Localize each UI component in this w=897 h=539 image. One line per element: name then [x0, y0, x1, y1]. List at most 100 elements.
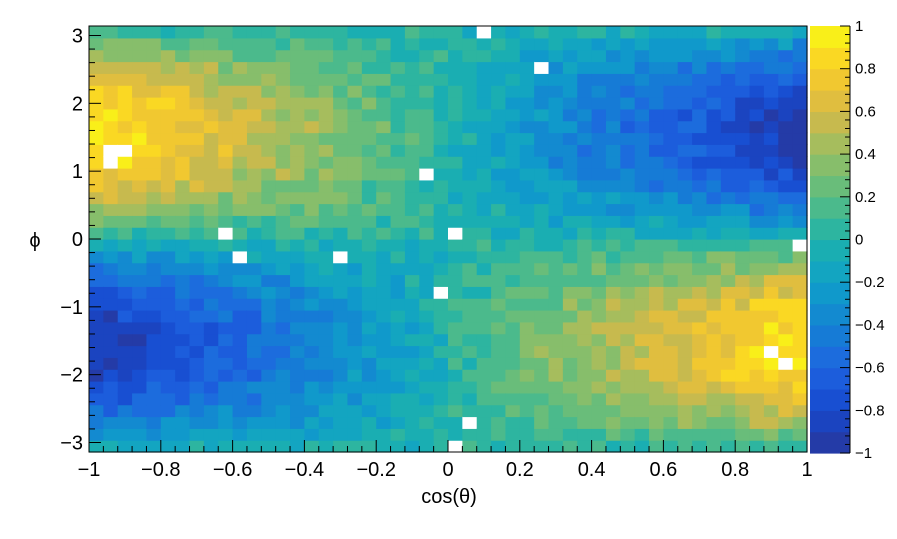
heatmap-cell [246, 215, 262, 228]
heatmap-cell [462, 73, 478, 86]
heatmap-cell [189, 215, 205, 228]
heatmap-cell [778, 298, 794, 311]
heatmap-cell [462, 156, 478, 169]
heatmap-cell [462, 416, 478, 429]
heatmap-cell [577, 97, 593, 110]
heatmap-cell [232, 227, 248, 240]
heatmap-cell [778, 120, 794, 134]
heatmap-cell [548, 440, 564, 453]
heatmap-cell [792, 262, 808, 276]
heatmap-cell [361, 440, 377, 453]
heatmap-cell [519, 321, 535, 335]
heatmap-cell [132, 440, 148, 453]
heatmap-cell [649, 392, 664, 406]
heatmap-cell [175, 132, 191, 145]
heatmap-cell [778, 274, 794, 287]
heatmap-cell [361, 203, 377, 216]
heatmap-cell [361, 85, 377, 98]
heatmap-cell [663, 61, 679, 74]
heatmap-cell [433, 85, 449, 98]
heatmap-cell [347, 179, 363, 193]
heatmap-cell [706, 357, 722, 370]
heatmap-cell [390, 132, 406, 145]
heatmap-cell [720, 321, 736, 335]
heatmap-cell [261, 286, 277, 299]
heatmap-cell [304, 298, 320, 311]
heatmap-cell [117, 416, 133, 429]
heatmap-cell [778, 49, 794, 63]
heatmap-cell [132, 191, 148, 205]
heatmap-cell [275, 250, 291, 264]
heatmap-cell [218, 333, 234, 347]
heatmap-cell [778, 416, 794, 429]
heatmap-cell [318, 345, 334, 358]
heatmap-cell [663, 298, 679, 311]
heatmap-cell [706, 108, 722, 122]
heatmap-cell [103, 26, 119, 39]
heatmap-cell [189, 26, 205, 39]
heatmap-cell [390, 381, 406, 394]
heatmap-cell [232, 61, 248, 74]
heatmap-cell [663, 321, 679, 335]
heatmap-cell [720, 132, 736, 145]
heatmap-cell [333, 416, 349, 429]
heatmap-cell [649, 179, 664, 193]
heatmap-cell [160, 239, 176, 252]
heatmap-cell [361, 357, 377, 370]
heatmap-cell [649, 333, 664, 347]
heatmap-cell [620, 345, 636, 358]
heatmap-cell [404, 179, 420, 193]
heatmap-cell [505, 132, 521, 145]
heatmap-cell [605, 321, 621, 335]
heatmap-cell [347, 156, 363, 169]
heatmap-cell [304, 61, 320, 74]
heatmap-cell [246, 286, 262, 299]
heatmap-cell [290, 37, 305, 51]
heatmap-cell [146, 369, 162, 382]
heatmap-cell [720, 404, 736, 418]
heatmap-cell [677, 310, 693, 323]
heatmap-cell [591, 108, 607, 122]
color-scale-tick-label: −0.8 [855, 402, 885, 419]
heatmap-cell [505, 250, 521, 264]
heatmap-cell [246, 61, 262, 74]
heatmap-cell [548, 120, 564, 134]
heatmap-cell [304, 239, 320, 252]
heatmap-cell [160, 132, 176, 145]
heatmap-cell [505, 345, 521, 358]
heatmap-cell [735, 250, 751, 264]
heatmap-cell [649, 404, 664, 418]
heatmap-cell [620, 179, 636, 193]
heatmap-cell [203, 73, 219, 86]
heatmap-cell [677, 132, 693, 145]
heatmap-cell [476, 97, 492, 110]
heatmap-cell [103, 310, 119, 323]
heatmap-cell [763, 357, 779, 370]
heatmap-cell [132, 203, 148, 216]
heatmap-cell [663, 440, 679, 453]
heatmap-cell [677, 191, 693, 205]
heatmap-cell [634, 345, 650, 358]
heatmap-cell [548, 381, 564, 394]
heatmap-cell [591, 49, 607, 63]
heatmap-cell [117, 274, 133, 287]
heatmap-cell [534, 298, 550, 311]
heatmap-cell [232, 262, 248, 276]
heatmap-cell [562, 440, 578, 453]
heatmap-cell [591, 369, 607, 382]
heatmap-cell [318, 369, 334, 382]
heatmap-cell [692, 416, 708, 429]
heatmap-cell [462, 345, 478, 358]
heatmap-cell [605, 156, 621, 169]
heatmap-cell [634, 262, 650, 276]
heatmap-cell [763, 369, 779, 382]
heatmap-cell [218, 428, 234, 441]
heatmap-cell [476, 392, 492, 406]
heatmap-cell [175, 215, 191, 228]
heatmap-cell [491, 250, 507, 264]
heatmap-cell [175, 203, 191, 216]
heatmap-cell [605, 97, 621, 110]
heatmap-cell [275, 357, 291, 370]
heatmap-cell [476, 85, 492, 98]
heatmap-cell [275, 333, 291, 347]
